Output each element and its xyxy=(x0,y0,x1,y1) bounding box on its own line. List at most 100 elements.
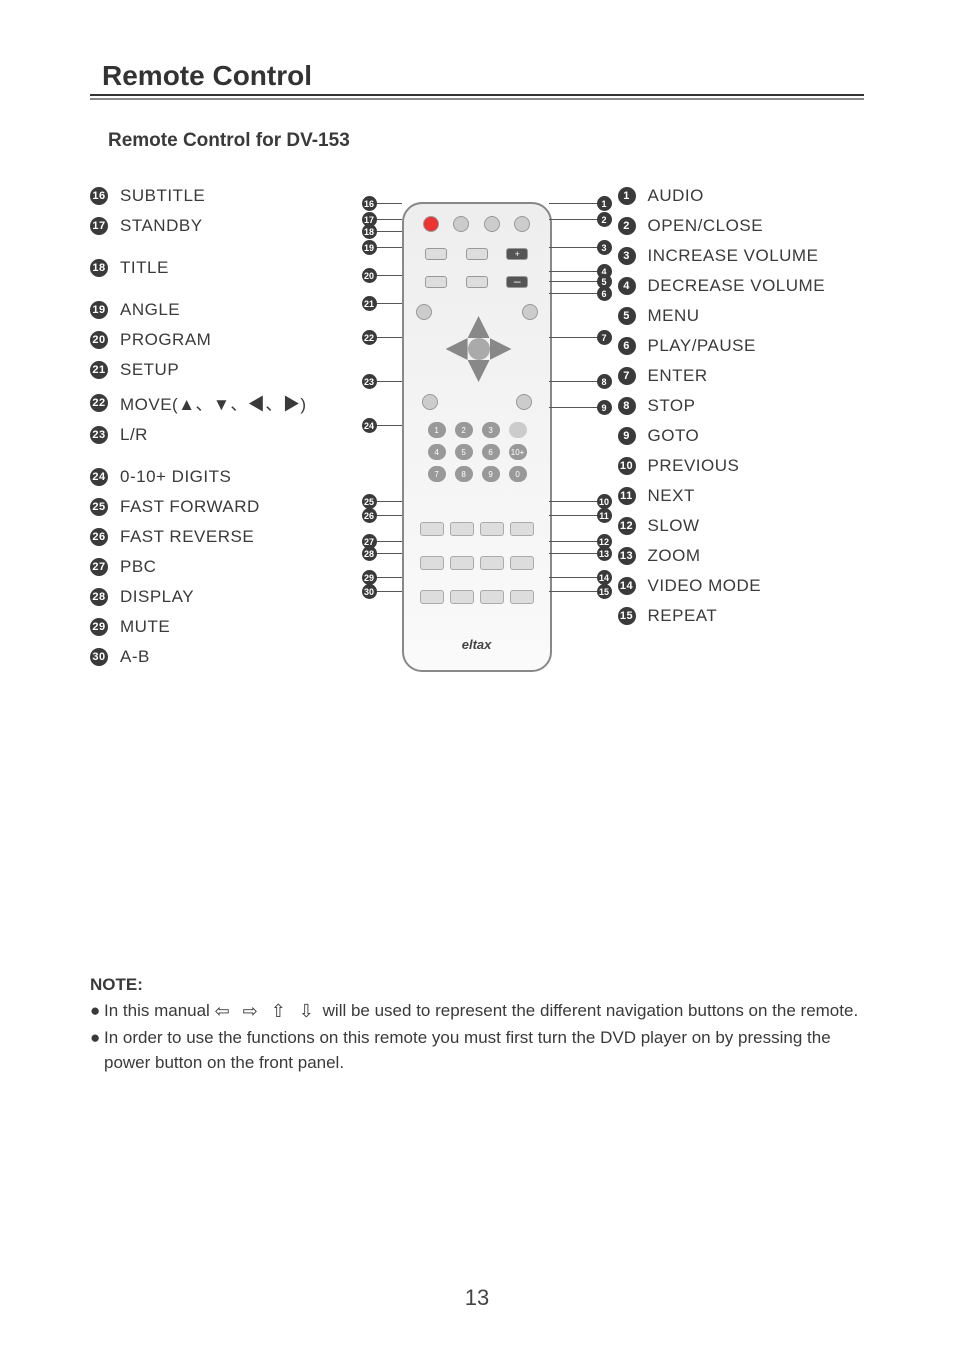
dpad-right[interactable] xyxy=(490,338,512,360)
vol-up-button[interactable]: + xyxy=(506,248,528,260)
setup-button[interactable] xyxy=(416,304,432,320)
legend-badge: 23 xyxy=(90,426,108,444)
legend-item-14: 14VIDEO MODE xyxy=(618,576,865,596)
leader-line xyxy=(377,577,402,578)
left-legend: 16SUBTITLE17STANDBY18TITLE19ANGLE20PROGR… xyxy=(90,182,332,677)
lr-button[interactable] xyxy=(422,394,438,410)
legend-badge: 10 xyxy=(618,457,636,475)
callout-26: 26 xyxy=(362,508,377,523)
mute-button[interactable] xyxy=(420,590,444,604)
legend-label: VIDEO MODE xyxy=(648,576,762,596)
legend-label: PLAY/PAUSE xyxy=(648,336,756,356)
digit-1[interactable]: 1 xyxy=(428,422,446,438)
digit-2[interactable]: 2 xyxy=(455,422,473,438)
legend-item-18: 18 TITLE xyxy=(90,258,332,278)
legend-label: ANGLE xyxy=(120,300,180,320)
legend-label: STOP xyxy=(648,396,696,416)
audio-button[interactable] xyxy=(484,216,500,232)
legend-label: SUBTITLE xyxy=(120,186,205,206)
legend-label: L/R xyxy=(120,425,148,445)
callout-21: 21 xyxy=(362,296,377,311)
zoom-button[interactable] xyxy=(480,556,504,570)
leader-line xyxy=(549,553,597,554)
legend-item-17: 17STANDBY xyxy=(90,216,332,236)
callout-8: 8 xyxy=(597,374,612,389)
leader-line xyxy=(377,381,402,382)
power-button[interactable] xyxy=(423,216,439,232)
callout-7: 7 xyxy=(597,330,612,345)
leader-line xyxy=(377,515,402,516)
ab-button[interactable] xyxy=(450,590,474,604)
legend-item-30: 30A-B xyxy=(90,647,332,667)
legend-badge: 1 xyxy=(618,187,636,205)
title-button[interactable] xyxy=(466,248,488,260)
callout-25: 25 xyxy=(362,494,377,509)
note-1-pre: In this manual xyxy=(104,1001,215,1020)
repeat-button[interactable] xyxy=(480,590,504,604)
open-close-button[interactable] xyxy=(514,216,530,232)
legend-badge: 28 xyxy=(90,588,108,606)
note-line-1: ● In this manual ⇦ ⇨ ⇧ ⇩ will be used to… xyxy=(90,998,864,1025)
note-text-2: In order to use the functions on this re… xyxy=(104,1025,864,1076)
digit-9[interactable]: 9 xyxy=(482,466,500,482)
note-line-2: ● In order to use the functions on this … xyxy=(90,1025,864,1076)
digit-7[interactable]: 7 xyxy=(428,466,446,482)
digit-5[interactable]: 5 xyxy=(455,444,473,460)
prev-button[interactable] xyxy=(480,522,504,536)
subtitle-button[interactable] xyxy=(453,216,469,232)
slow-button[interactable] xyxy=(510,556,534,570)
play-pause-button[interactable] xyxy=(522,304,538,320)
stop-button[interactable] xyxy=(516,394,532,410)
next-button[interactable] xyxy=(510,522,534,536)
callout-22: 22 xyxy=(362,330,377,345)
legend-item-7: 7ENTER xyxy=(618,366,865,386)
media-row xyxy=(420,522,534,536)
dpad-down[interactable] xyxy=(468,360,490,382)
legend-label: MUTE xyxy=(120,617,170,637)
page-number: 13 xyxy=(0,1285,954,1311)
pbc-button[interactable] xyxy=(420,556,444,570)
legend-item-16: 16SUBTITLE xyxy=(90,186,332,206)
leader-line xyxy=(377,591,402,592)
digit-0[interactable]: 0 xyxy=(509,466,527,482)
angle-button[interactable] xyxy=(425,248,447,260)
legend-badge: 18 xyxy=(90,259,108,277)
legend-item-2: 2OPEN/CLOSE xyxy=(618,216,865,236)
legend-label: DECREASE VOLUME xyxy=(648,276,826,296)
callout-16: 16 xyxy=(362,196,377,211)
legend-label: SLOW xyxy=(648,516,700,536)
enter-button[interactable] xyxy=(468,338,490,360)
display-button[interactable] xyxy=(450,556,474,570)
legend-badge: 15 xyxy=(618,607,636,625)
legend-label: TITLE xyxy=(120,258,169,278)
legend-item-27: 27PBC xyxy=(90,557,332,577)
digit-4[interactable]: 4 xyxy=(428,444,446,460)
menu-button[interactable] xyxy=(466,276,488,288)
dpad-left[interactable] xyxy=(446,338,468,360)
remote-row-6 xyxy=(422,394,532,410)
callout-29: 29 xyxy=(362,570,377,585)
callout-11: 11 xyxy=(597,508,612,523)
goto-button[interactable] xyxy=(509,422,527,438)
legend-item-11: 11NEXT xyxy=(618,486,865,506)
func-row-1 xyxy=(420,556,534,570)
bullet-icon: ● xyxy=(90,998,104,1025)
digit-8[interactable]: 8 xyxy=(455,466,473,482)
brand-label: eltax xyxy=(404,637,550,652)
digit-6[interactable]: 6 xyxy=(482,444,500,460)
vol-down-button[interactable]: – xyxy=(506,276,528,288)
func-row-2 xyxy=(420,590,534,604)
leader-line xyxy=(549,337,597,338)
dpad-up[interactable] xyxy=(468,316,490,338)
remote-body: + – xyxy=(402,202,552,672)
leader-line xyxy=(549,577,597,578)
prog-button[interactable] xyxy=(425,276,447,288)
rev-button[interactable] xyxy=(420,522,444,536)
leader-line xyxy=(377,425,402,426)
legend-badge: 22 xyxy=(90,394,108,412)
digit-10plus[interactable]: 10+ xyxy=(509,444,527,460)
digit-3[interactable]: 3 xyxy=(482,422,500,438)
fwd-button[interactable] xyxy=(450,522,474,536)
video-mode-button[interactable] xyxy=(510,590,534,604)
legend-item-13: 13ZOOM xyxy=(618,546,865,566)
